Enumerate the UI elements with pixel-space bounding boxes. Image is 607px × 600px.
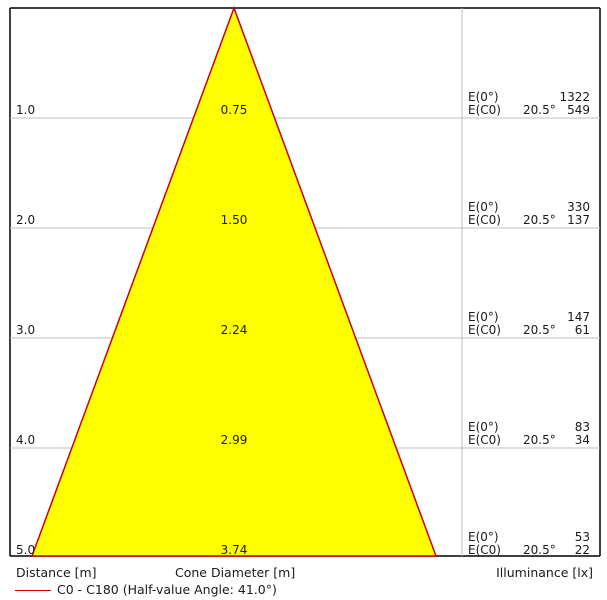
e0-value: 330 <box>567 200 590 214</box>
ec0-label: E(C0) <box>468 433 501 447</box>
distance-value: 1.0 <box>16 103 35 117</box>
cone-diameter-label: Cone Diameter [m] <box>175 565 296 580</box>
ec0-label: E(C0) <box>468 543 501 557</box>
ec0-value: 34 <box>575 433 590 447</box>
e0-label: E(0°) <box>468 530 499 544</box>
light-cone <box>30 5 438 557</box>
half-angle-value: 20.5° <box>523 103 556 117</box>
half-angle-value: 20.5° <box>523 323 556 337</box>
ec0-value: 61 <box>575 323 590 337</box>
cone-diameter-value: 0.75 <box>221 103 248 117</box>
half-angle-value: 20.5° <box>523 213 556 227</box>
distance-value: 2.0 <box>16 213 35 227</box>
cone-diameter-value: 2.99 <box>221 433 248 447</box>
e0-label: E(0°) <box>468 420 499 434</box>
distance-value: 5.0 <box>16 543 35 557</box>
e0-value: 1322 <box>559 90 590 104</box>
e0-label: E(0°) <box>468 200 499 214</box>
legend-line-swatch <box>15 590 51 591</box>
cone-diameter-value: 1.50 <box>221 213 248 227</box>
row-labels: 1.0 0.75 E(0°) 1322 E(C0) 20.5° 549 2.0 1.50 E(0°… <box>16 90 590 557</box>
ec0-value: 137 <box>567 213 590 227</box>
illuminance-label: Illuminance [lx] <box>496 565 593 580</box>
ec0-label: E(C0) <box>468 103 501 117</box>
half-angle-value: 20.5° <box>523 433 556 447</box>
cone-diameter-value: 2.24 <box>221 323 248 337</box>
distance-axis-label: Distance [m] <box>16 565 97 580</box>
half-angle-value: 20.5° <box>523 543 556 557</box>
distance-value: 3.0 <box>16 323 35 337</box>
distance-value: 4.0 <box>16 433 35 447</box>
ec0-label: E(C0) <box>468 323 501 337</box>
e0-label: E(0°) <box>468 310 499 324</box>
ec0-value: 549 <box>567 103 590 117</box>
e0-value: 53 <box>575 530 590 544</box>
e0-value: 147 <box>567 310 590 324</box>
cone-diagram: 1.0 0.75 E(0°) 1322 E(C0) 20.5° 549 2.0 1.50 E(0°… <box>9 5 601 557</box>
e0-value: 83 <box>575 420 590 434</box>
ec0-label: E(C0) <box>468 213 501 227</box>
cone-diameter-value: 3.74 <box>221 543 248 557</box>
legend-label: C0 - C180 (Half-value Angle: 41.0°) <box>57 582 277 597</box>
ec0-value: 22 <box>575 543 590 557</box>
e0-label: E(0°) <box>468 90 499 104</box>
